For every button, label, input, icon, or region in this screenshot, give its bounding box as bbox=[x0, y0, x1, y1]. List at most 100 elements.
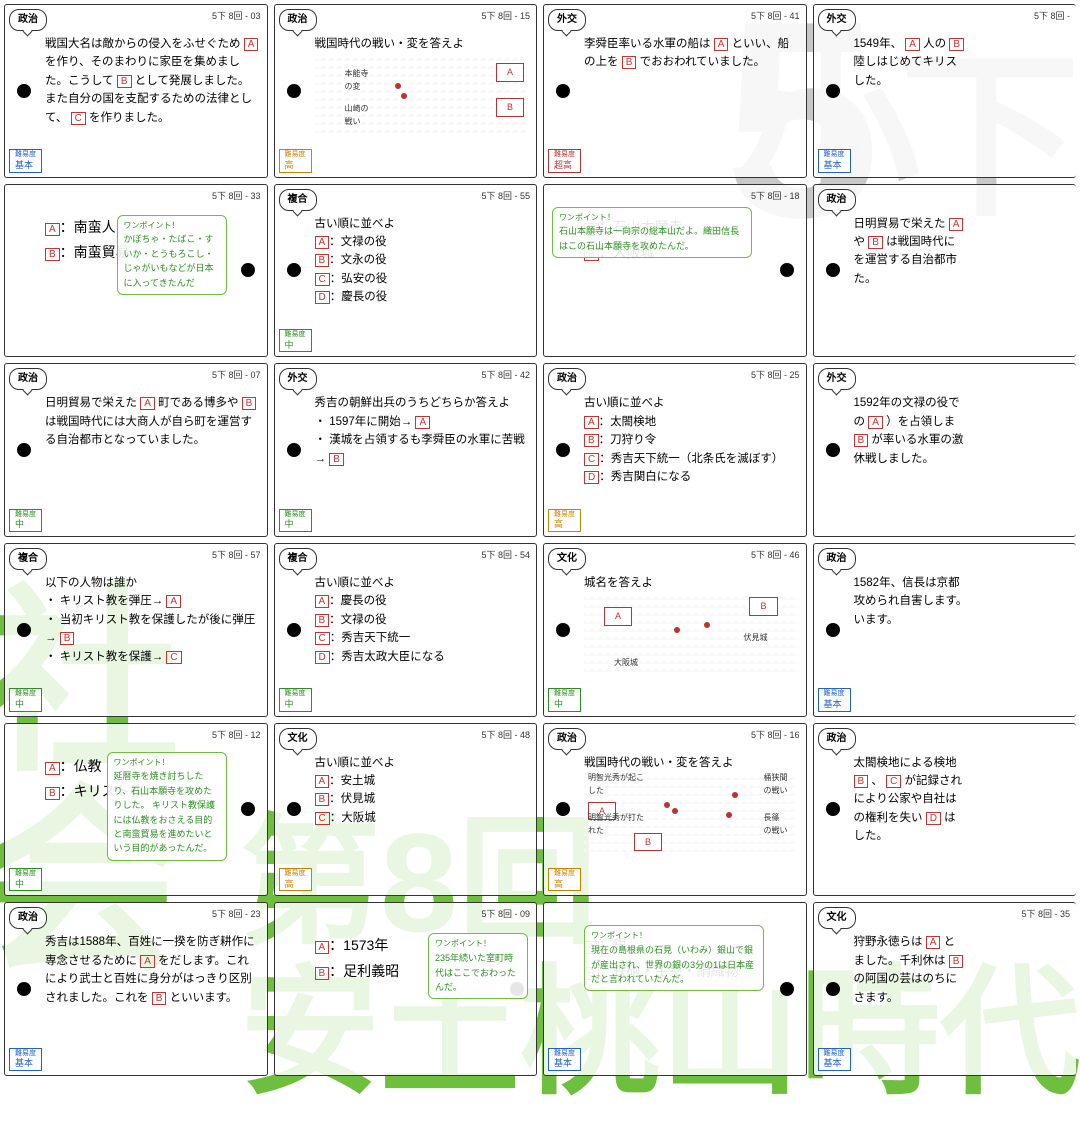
category-tag: 文化 bbox=[818, 907, 856, 929]
hole-punch bbox=[780, 263, 794, 277]
category-tag: 複合 bbox=[279, 548, 317, 570]
flashcard: 5下 8回 - 12A：仏教B：キリスト教ワンポイント！延暦寺を焼き討ちしたり、… bbox=[4, 723, 268, 897]
difficulty-badge: 難易度中 bbox=[548, 688, 581, 711]
hole-punch bbox=[287, 263, 301, 277]
hole-punch bbox=[287, 84, 301, 98]
flashcard: 政治5下 8回 - 15戦国時代の戦い・変を答えよAB本能寺の変山崎の戦い難易度… bbox=[274, 4, 538, 178]
card-id: 5下 8回 - 57 bbox=[212, 548, 261, 562]
category-tag: 政治 bbox=[548, 728, 586, 750]
category-tag: 政治 bbox=[9, 907, 47, 929]
flashcard: 政治5下 8回 - 07日明貿易で栄えた A 町である博多や B は戦国時代には… bbox=[4, 363, 268, 537]
hint-box: ワンポイント！現在の島根県の石見（いわみ）銀山で銀が産出され、世界の銀の3分の1… bbox=[584, 925, 764, 991]
hole-punch bbox=[287, 802, 301, 816]
flashcard: 外交5下 8回 - 42秀吉の朝鮮出兵のうちどちらか答えよ・ 1597年に開始→… bbox=[274, 363, 538, 537]
flashcard: 政治5下 8回 - 03戦国大名は敵からの侵入をふせぐため A を作り、そのまわ… bbox=[4, 4, 268, 178]
card-id: 5下 8回 - 55 bbox=[481, 189, 530, 203]
category-tag: 外交 bbox=[818, 368, 856, 390]
difficulty-badge: 難易度基本 bbox=[818, 1048, 851, 1071]
difficulty-badge: 難易度中 bbox=[9, 509, 42, 532]
flashcard: 複合5下 8回 - 54古い順に並べよA：慶長の役B：文禄の役C：秀吉天下統一D… bbox=[274, 543, 538, 717]
hole-punch bbox=[556, 802, 570, 816]
difficulty-badge: 難易度高 bbox=[279, 868, 312, 891]
card-id: 5下 8回 - 16 bbox=[751, 728, 800, 742]
difficulty-badge: 難易度基本 bbox=[548, 1048, 581, 1071]
category-tag: 政治 bbox=[9, 9, 47, 31]
card-id: 5下 8回 - 09 bbox=[481, 907, 530, 921]
difficulty-badge: 難易度高 bbox=[279, 149, 312, 172]
category-tag: 外交 bbox=[818, 9, 856, 31]
category-tag: 政治 bbox=[818, 189, 856, 211]
hint-box: ワンポイント！かぼちゃ・たばこ・すいか・とうもろこし・じゃがいもなどが日本に入っ… bbox=[117, 215, 227, 295]
hint-box: ワンポイント！延暦寺を焼き討ちしたり、石山本願寺を攻めたりした。 キリスト教保護… bbox=[107, 752, 227, 861]
difficulty-badge: 難易度基本 bbox=[818, 149, 851, 172]
hole-punch bbox=[241, 263, 255, 277]
flashcard: 文化5下 8回 - 46城名を答えよAB大阪城伏見城難易度中 bbox=[543, 543, 807, 717]
flashcard: 外交1592年の文禄の役での A ）を占領しまB が率いる水軍の激休戦しました。 bbox=[813, 363, 1077, 537]
flashcard: 政治5下 8回 - 25古い順に並べよA：太閤検地B：刀狩り令C：秀吉天下統一（… bbox=[543, 363, 807, 537]
flashcard: 政治5下 8回 - 16戦国時代の戦い・変を答えよAB明智光秀が起こした明智光秀… bbox=[543, 723, 807, 897]
flashcard: 5下 8回 - 33A：南蛮人B：南蛮貿易ワンポイント！かぼちゃ・たばこ・すいか… bbox=[4, 184, 268, 358]
card-id: 5下 8回 - 42 bbox=[481, 368, 530, 382]
hole-punch bbox=[556, 443, 570, 457]
difficulty-badge: 難易度中 bbox=[9, 868, 42, 891]
hole-punch bbox=[826, 443, 840, 457]
flashcard: 政治1582年、信長は京都攻められ自害します。います。難易度基本 bbox=[813, 543, 1077, 717]
map-region: AB明智光秀が起こした明智光秀が打たれた桶狭間の戦い長篠の戦い bbox=[584, 772, 798, 857]
flashcard: 複合5下 8回 - 55古い順に並べよA：文禄の役B：文永の役C：弘安の役D：慶… bbox=[274, 184, 538, 358]
difficulty-badge: 難易度高 bbox=[548, 509, 581, 532]
hole-punch bbox=[17, 982, 31, 996]
card-id: 5下 8回 - 35 bbox=[1021, 907, 1070, 921]
card-id: 5下 8回 - 25 bbox=[751, 368, 800, 382]
card-id: 5下 8回 - 07 bbox=[212, 368, 261, 382]
difficulty-badge: 難易度中 bbox=[279, 688, 312, 711]
flashcard: 政治太閤検地による検地B 、 C が記録されにより公家や自社はの権利を失い D … bbox=[813, 723, 1077, 897]
difficulty-badge: 難易度基本 bbox=[9, 1048, 42, 1071]
flashcard: 5下 8回 - 09A：1573年B：足利義昭ワンポイント！235年続いた室町時… bbox=[274, 902, 538, 1076]
hole-punch bbox=[826, 623, 840, 637]
hole-punch bbox=[780, 982, 794, 996]
hole-punch bbox=[826, 982, 840, 996]
hint-box: ワンポイント！235年続いた室町時代はここでおわったんだ。 bbox=[428, 933, 528, 999]
card-id: 5下 8回 - 18 bbox=[751, 189, 800, 203]
category-tag: 複合 bbox=[279, 189, 317, 211]
card-id: 5下 8回 - 15 bbox=[481, 9, 530, 23]
hole-punch bbox=[17, 84, 31, 98]
card-id: 5下 8回 - 48 bbox=[481, 728, 530, 742]
card-id: 5下 8回 - 03 bbox=[212, 9, 261, 23]
category-tag: 政治 bbox=[818, 728, 856, 750]
hint-box: ワンポイント！石山本願寺は一向宗の総本山だよ。織田信長はこの石山本願寺を攻めたん… bbox=[552, 207, 752, 259]
category-tag: 政治 bbox=[279, 9, 317, 31]
category-tag: 政治 bbox=[9, 368, 47, 390]
flashcard: 外交5下 8回 - 41李舜臣率いる水軍の船は A といい、船の上を B でおお… bbox=[543, 4, 807, 178]
hole-punch bbox=[17, 623, 31, 637]
category-tag: 政治 bbox=[548, 368, 586, 390]
card-id: 5下 8回 - 33 bbox=[212, 189, 261, 203]
category-tag: 外交 bbox=[279, 368, 317, 390]
category-tag: 政治 bbox=[818, 548, 856, 570]
card-id: 5下 8回 - 12 bbox=[212, 728, 261, 742]
category-tag: 文化 bbox=[548, 548, 586, 570]
map-region: AB本能寺の変山崎の戦い bbox=[315, 53, 529, 138]
difficulty-badge: 難易度基本 bbox=[818, 688, 851, 711]
difficulty-badge: 難易度基本 bbox=[9, 149, 42, 172]
hole-punch bbox=[826, 802, 840, 816]
flashcard: 政治日明貿易で栄えた Aや B は戦国時代にを運営する自治都市た。 bbox=[813, 184, 1077, 358]
category-tag: 文化 bbox=[279, 728, 317, 750]
flashcard: 文化5下 8回 - 48古い順に並べよA：安土城B：伏見城C：大阪城難易度高 bbox=[274, 723, 538, 897]
difficulty-badge: 難易度中 bbox=[9, 688, 42, 711]
hole-punch bbox=[556, 84, 570, 98]
hole-punch bbox=[17, 443, 31, 457]
card-id: 5下 8回 - 41 bbox=[751, 9, 800, 23]
flashcard: 政治5下 8回 - 23秀吉は1588年、百姓に一揆を防ぎ耕作に専念させるために… bbox=[4, 902, 268, 1076]
card-id: 5下 8回 - 46 bbox=[751, 548, 800, 562]
flashcard: A：銀B：鉄砲・生糸・絹織物ワンポイント！現在の島根県の石見（いわみ）銀山で銀が… bbox=[543, 902, 807, 1076]
category-tag: 外交 bbox=[548, 9, 586, 31]
hole-punch bbox=[287, 623, 301, 637]
hole-punch bbox=[287, 443, 301, 457]
difficulty-badge: 難易度中 bbox=[279, 509, 312, 532]
flashcard: 文化5下 8回 - 35狩野永徳らは A とました。千利休は Bの阿国の芸はのち… bbox=[813, 902, 1077, 1076]
map-region: AB大阪城伏見城 bbox=[584, 592, 798, 677]
hole-punch bbox=[826, 263, 840, 277]
difficulty-badge: 難易度中 bbox=[279, 329, 312, 352]
difficulty-badge: 難易度超高 bbox=[548, 149, 581, 172]
